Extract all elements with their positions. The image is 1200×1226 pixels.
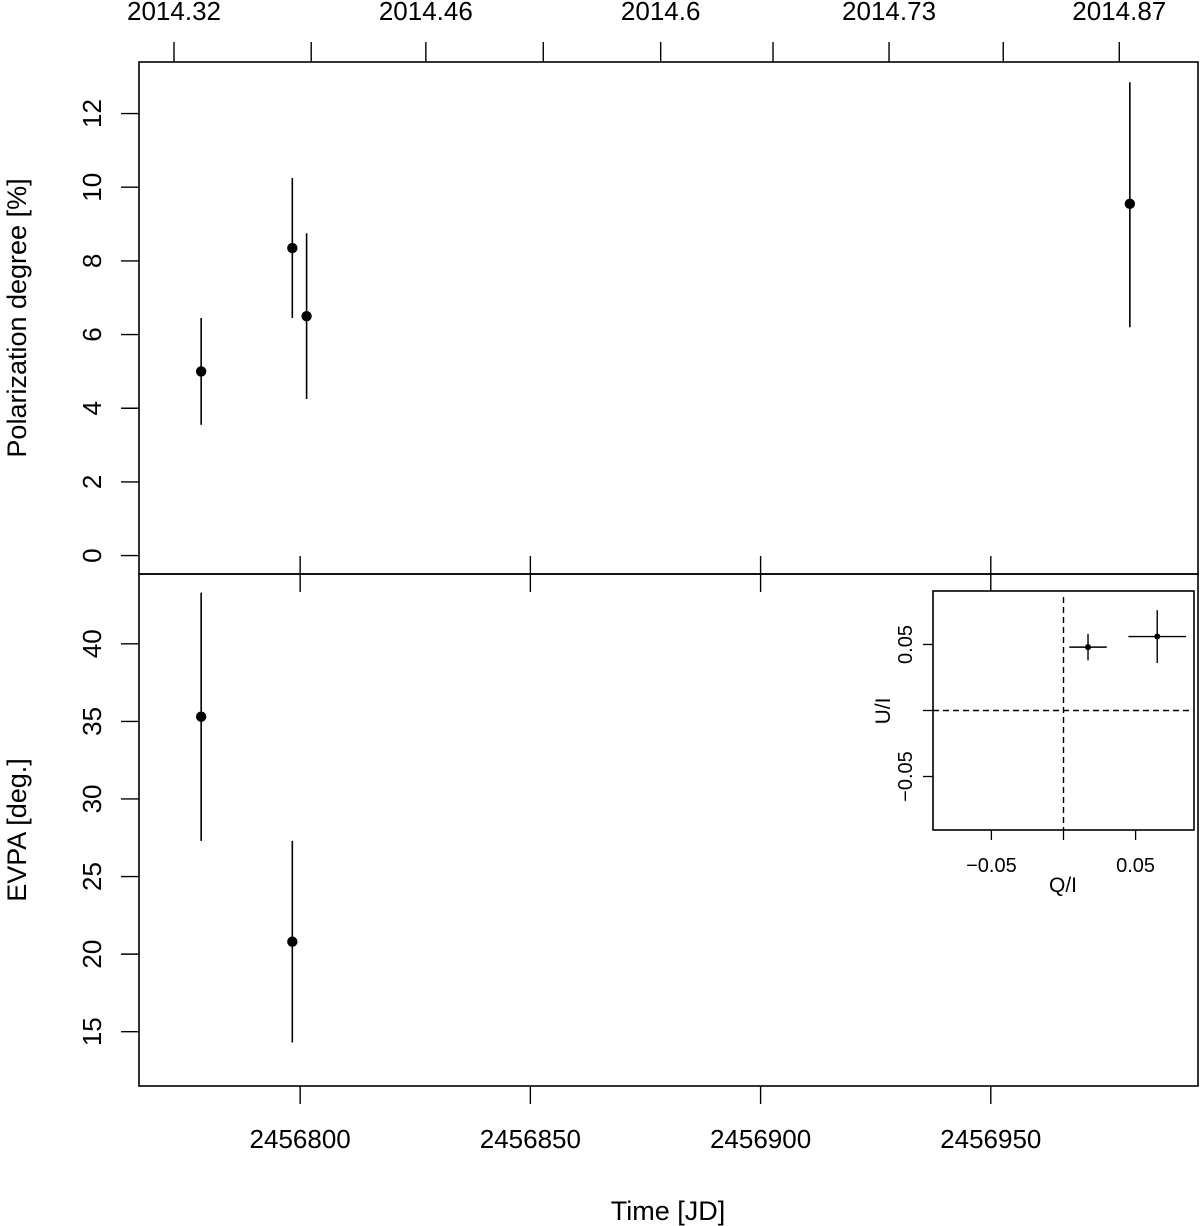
polarization-y-axis: 0 2 4 6 8 10 12 bbox=[77, 99, 139, 563]
polarization-series bbox=[195, 82, 1136, 425]
evpa-y-tick-label: 35 bbox=[77, 707, 107, 736]
inset-x-tick-label: −0.05 bbox=[966, 855, 1017, 877]
evpa-data-point bbox=[287, 936, 298, 947]
inset-x-title: Q/I bbox=[1049, 874, 1077, 897]
polarization-data-point bbox=[287, 242, 298, 254]
evpa-axis-title: EVPA [deg.] bbox=[2, 758, 32, 902]
polarization-y-tick-label: 2 bbox=[77, 475, 107, 489]
inset-y-tick-label: −0.05 bbox=[895, 751, 917, 802]
evpa-y-tick-label: 20 bbox=[77, 940, 107, 969]
panel-divider-ticks bbox=[299, 556, 992, 592]
evpa-y-tick-label: 30 bbox=[77, 785, 107, 814]
top-axis-tick-label: 2014.73 bbox=[842, 0, 936, 26]
evpa-y-axis: 15 20 25 30 35 40 bbox=[77, 629, 139, 1046]
top-axis-tick-label: 2014.32 bbox=[127, 0, 221, 26]
polarization-y-tick-label: 8 bbox=[77, 254, 107, 268]
top-axis-tick-label: 2014.87 bbox=[1072, 0, 1166, 26]
bottom-panel-border bbox=[138, 573, 1199, 1087]
bottom-axis-tick-label: 2456800 bbox=[250, 1124, 351, 1154]
qu-inset-plot: −0.05 0.05 −0.05 0.05 bbox=[895, 590, 1195, 877]
bottom-axis-tick-label: 2456850 bbox=[480, 1124, 581, 1154]
evpa-y-tick-label: 40 bbox=[77, 629, 107, 658]
inset-data-point bbox=[1154, 633, 1161, 640]
evpa-y-tick-label: 25 bbox=[77, 862, 107, 891]
x-axis-title: Time [JD] bbox=[611, 1196, 726, 1226]
inset-data-point bbox=[1085, 644, 1092, 651]
polarization-y-tick-label: 10 bbox=[77, 173, 107, 202]
top-panel-frame bbox=[138, 61, 1199, 575]
evpa-series bbox=[195, 592, 298, 1043]
inset-y-title: U/I bbox=[872, 698, 895, 725]
top-time-axis: 2014.32 2014.46 2014.6 2014.73 2014.87 bbox=[127, 0, 1166, 62]
polarization-data-point bbox=[195, 366, 207, 377]
top-axis-tick-label: 2014.6 bbox=[621, 0, 701, 26]
evpa-y-tick-label: 15 bbox=[77, 1017, 107, 1046]
evpa-data-point bbox=[195, 711, 207, 722]
polarization-data-point bbox=[1124, 198, 1136, 210]
polarization-y-tick-label: 4 bbox=[77, 401, 107, 415]
bottom-axis-tick-label: 2456900 bbox=[710, 1124, 811, 1154]
polarization-data-point bbox=[301, 310, 312, 322]
inset-y-tick-label: 0.05 bbox=[895, 625, 917, 664]
polarization-y-tick-label: 12 bbox=[77, 99, 107, 128]
top-panel-border bbox=[138, 61, 1199, 575]
bottom-axis-tick-label: 2456950 bbox=[940, 1124, 1041, 1154]
top-axis-tick-label: 2014.46 bbox=[379, 0, 473, 26]
bottom-panel-frame bbox=[138, 573, 1199, 1087]
bottom-time-axis: 2456800 2456850 2456900 2456950 bbox=[250, 1086, 1041, 1154]
polarization-y-tick-label: 6 bbox=[77, 327, 107, 341]
polarization-axis-title: Polarization degree [%] bbox=[2, 178, 32, 457]
inset-x-tick-label: 0.05 bbox=[1116, 855, 1155, 877]
polarization-y-tick-label: 0 bbox=[77, 548, 107, 562]
